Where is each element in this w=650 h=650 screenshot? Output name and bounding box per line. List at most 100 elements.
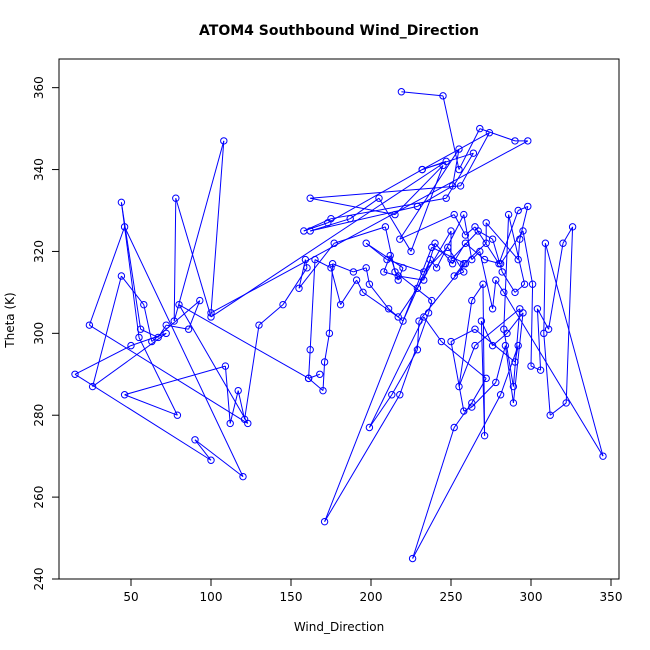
data-point <box>480 255 489 264</box>
series-segment <box>429 259 437 269</box>
y-tick-label: 360 <box>32 76 46 99</box>
series-segment <box>74 373 212 461</box>
data-point <box>474 227 482 235</box>
data-point <box>461 239 470 247</box>
data-point <box>234 386 242 395</box>
data-point <box>455 382 463 391</box>
series-segment <box>399 312 430 395</box>
series-segment <box>485 222 519 260</box>
series-segment <box>121 275 145 305</box>
data-point <box>148 337 156 346</box>
data-point <box>362 239 370 247</box>
data-point <box>324 219 332 227</box>
series-segment <box>210 160 447 318</box>
data-point <box>509 382 518 391</box>
data-point <box>346 214 354 223</box>
data-point <box>460 210 468 219</box>
data-point <box>519 309 527 317</box>
data-point <box>450 423 458 432</box>
series-segment <box>536 308 550 330</box>
data-point <box>468 403 476 411</box>
data-point <box>330 239 338 247</box>
series-segment <box>237 390 246 420</box>
data-point <box>516 235 524 243</box>
data-point <box>336 300 345 309</box>
series-segment <box>332 263 354 273</box>
series-segment <box>422 152 474 171</box>
series-segment <box>460 132 490 187</box>
data-point <box>455 165 463 174</box>
series-segment <box>548 243 564 330</box>
series-segment <box>340 279 358 305</box>
x-tick-label: 250 <box>440 590 463 604</box>
data-point <box>172 194 180 202</box>
data-point <box>408 554 417 563</box>
data-point <box>460 407 468 415</box>
series-segment <box>303 222 328 232</box>
data-point <box>120 223 129 231</box>
data-point <box>501 341 510 350</box>
x-tick-label: 50 <box>123 590 138 604</box>
data-point <box>191 436 199 444</box>
data-point <box>439 92 447 100</box>
series-segment <box>450 230 479 260</box>
data-point <box>399 317 407 325</box>
y-tick-label: 280 <box>32 404 46 427</box>
data-point <box>504 210 513 219</box>
data-point <box>546 411 554 419</box>
data-point <box>485 129 494 137</box>
data-point <box>88 382 97 391</box>
data-point <box>311 255 319 264</box>
series-segment <box>194 439 212 461</box>
data-point <box>511 288 519 297</box>
data-point <box>391 268 399 276</box>
series-segment <box>458 300 473 387</box>
data-point <box>420 268 428 276</box>
series-segment <box>428 300 433 313</box>
data-point <box>492 276 500 284</box>
series-segment <box>512 308 521 387</box>
series-segment <box>92 332 167 387</box>
series-segment <box>324 333 330 363</box>
series-segment <box>508 214 526 285</box>
series-segment <box>479 128 516 142</box>
data-point <box>413 284 422 292</box>
series-segment <box>447 247 465 273</box>
data-point <box>380 268 388 276</box>
series-points <box>71 88 607 563</box>
data-point <box>599 452 607 460</box>
data-point <box>480 431 489 440</box>
data-point <box>349 268 358 276</box>
data-point <box>447 337 455 346</box>
data-point <box>303 264 311 272</box>
data-point <box>162 321 170 329</box>
series-segment <box>258 304 284 326</box>
data-point <box>352 276 361 284</box>
series-segment <box>210 140 225 313</box>
data-point <box>170 317 178 325</box>
data-point <box>413 202 422 211</box>
data-point <box>359 288 367 297</box>
data-point <box>306 227 314 235</box>
data-point <box>461 231 470 239</box>
series-segment <box>514 283 525 293</box>
y-axis: 240 260 280 300 320 340 360 <box>32 76 60 591</box>
data-point <box>327 264 335 272</box>
series-segment <box>506 312 524 334</box>
data-point <box>488 235 497 243</box>
data-point <box>428 296 436 305</box>
data-point <box>511 137 519 145</box>
series-segment <box>304 259 308 268</box>
data-point <box>85 321 94 329</box>
data-point <box>540 329 548 338</box>
data-point <box>498 268 506 276</box>
data-point <box>471 341 479 350</box>
y-tick-label: 240 <box>32 568 46 591</box>
data-point <box>71 370 79 378</box>
series-segment <box>453 214 466 236</box>
series-segment <box>368 394 393 428</box>
data-point <box>424 309 433 317</box>
data-point <box>533 305 542 313</box>
data-point <box>450 210 458 219</box>
